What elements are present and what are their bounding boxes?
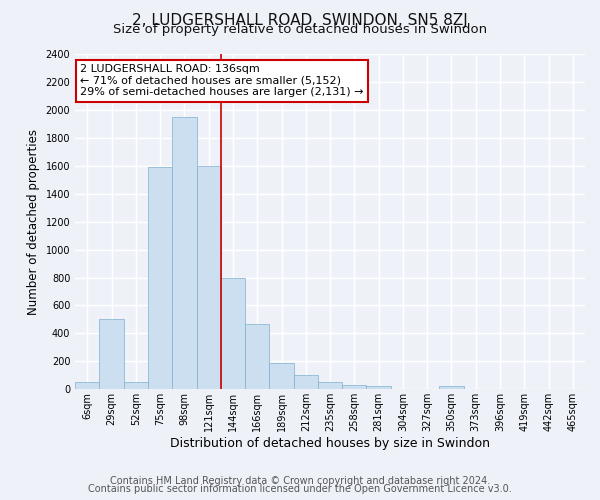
Bar (269, 362, 293, 390)
Y-axis label: Number of detached properties: Number of detached properties (27, 128, 40, 314)
Bar (148, 167, 172, 390)
X-axis label: Distribution of detached houses by size in Swindon: Distribution of detached houses by size … (170, 437, 490, 450)
Text: 2 LUDGERSHALL ROAD: 136sqm
← 71% of detached houses are smaller (5,152)
29% of s: 2 LUDGERSHALL ROAD: 136sqm ← 71% of deta… (80, 64, 364, 98)
Text: Contains public sector information licensed under the Open Government Licence v3: Contains public sector information licen… (88, 484, 512, 494)
Bar (367, 386, 391, 390)
Bar (245, 324, 269, 390)
Text: Size of property relative to detached houses in Swindon: Size of property relative to detached ho… (113, 22, 487, 36)
Text: Contains HM Land Registry data © Crown copyright and database right 2024.: Contains HM Land Registry data © Crown c… (110, 476, 490, 486)
Bar (172, 117, 197, 390)
Bar (124, 382, 148, 390)
Bar (221, 278, 245, 390)
Bar (293, 376, 318, 390)
Bar (197, 166, 221, 390)
Text: 2, LUDGERSHALL ROAD, SWINDON, SN5 8ZJ: 2, LUDGERSHALL ROAD, SWINDON, SN5 8ZJ (132, 12, 468, 28)
Bar (342, 385, 367, 390)
Bar (439, 386, 464, 390)
Bar (75, 382, 100, 390)
Bar (100, 320, 124, 390)
Bar (318, 382, 342, 390)
